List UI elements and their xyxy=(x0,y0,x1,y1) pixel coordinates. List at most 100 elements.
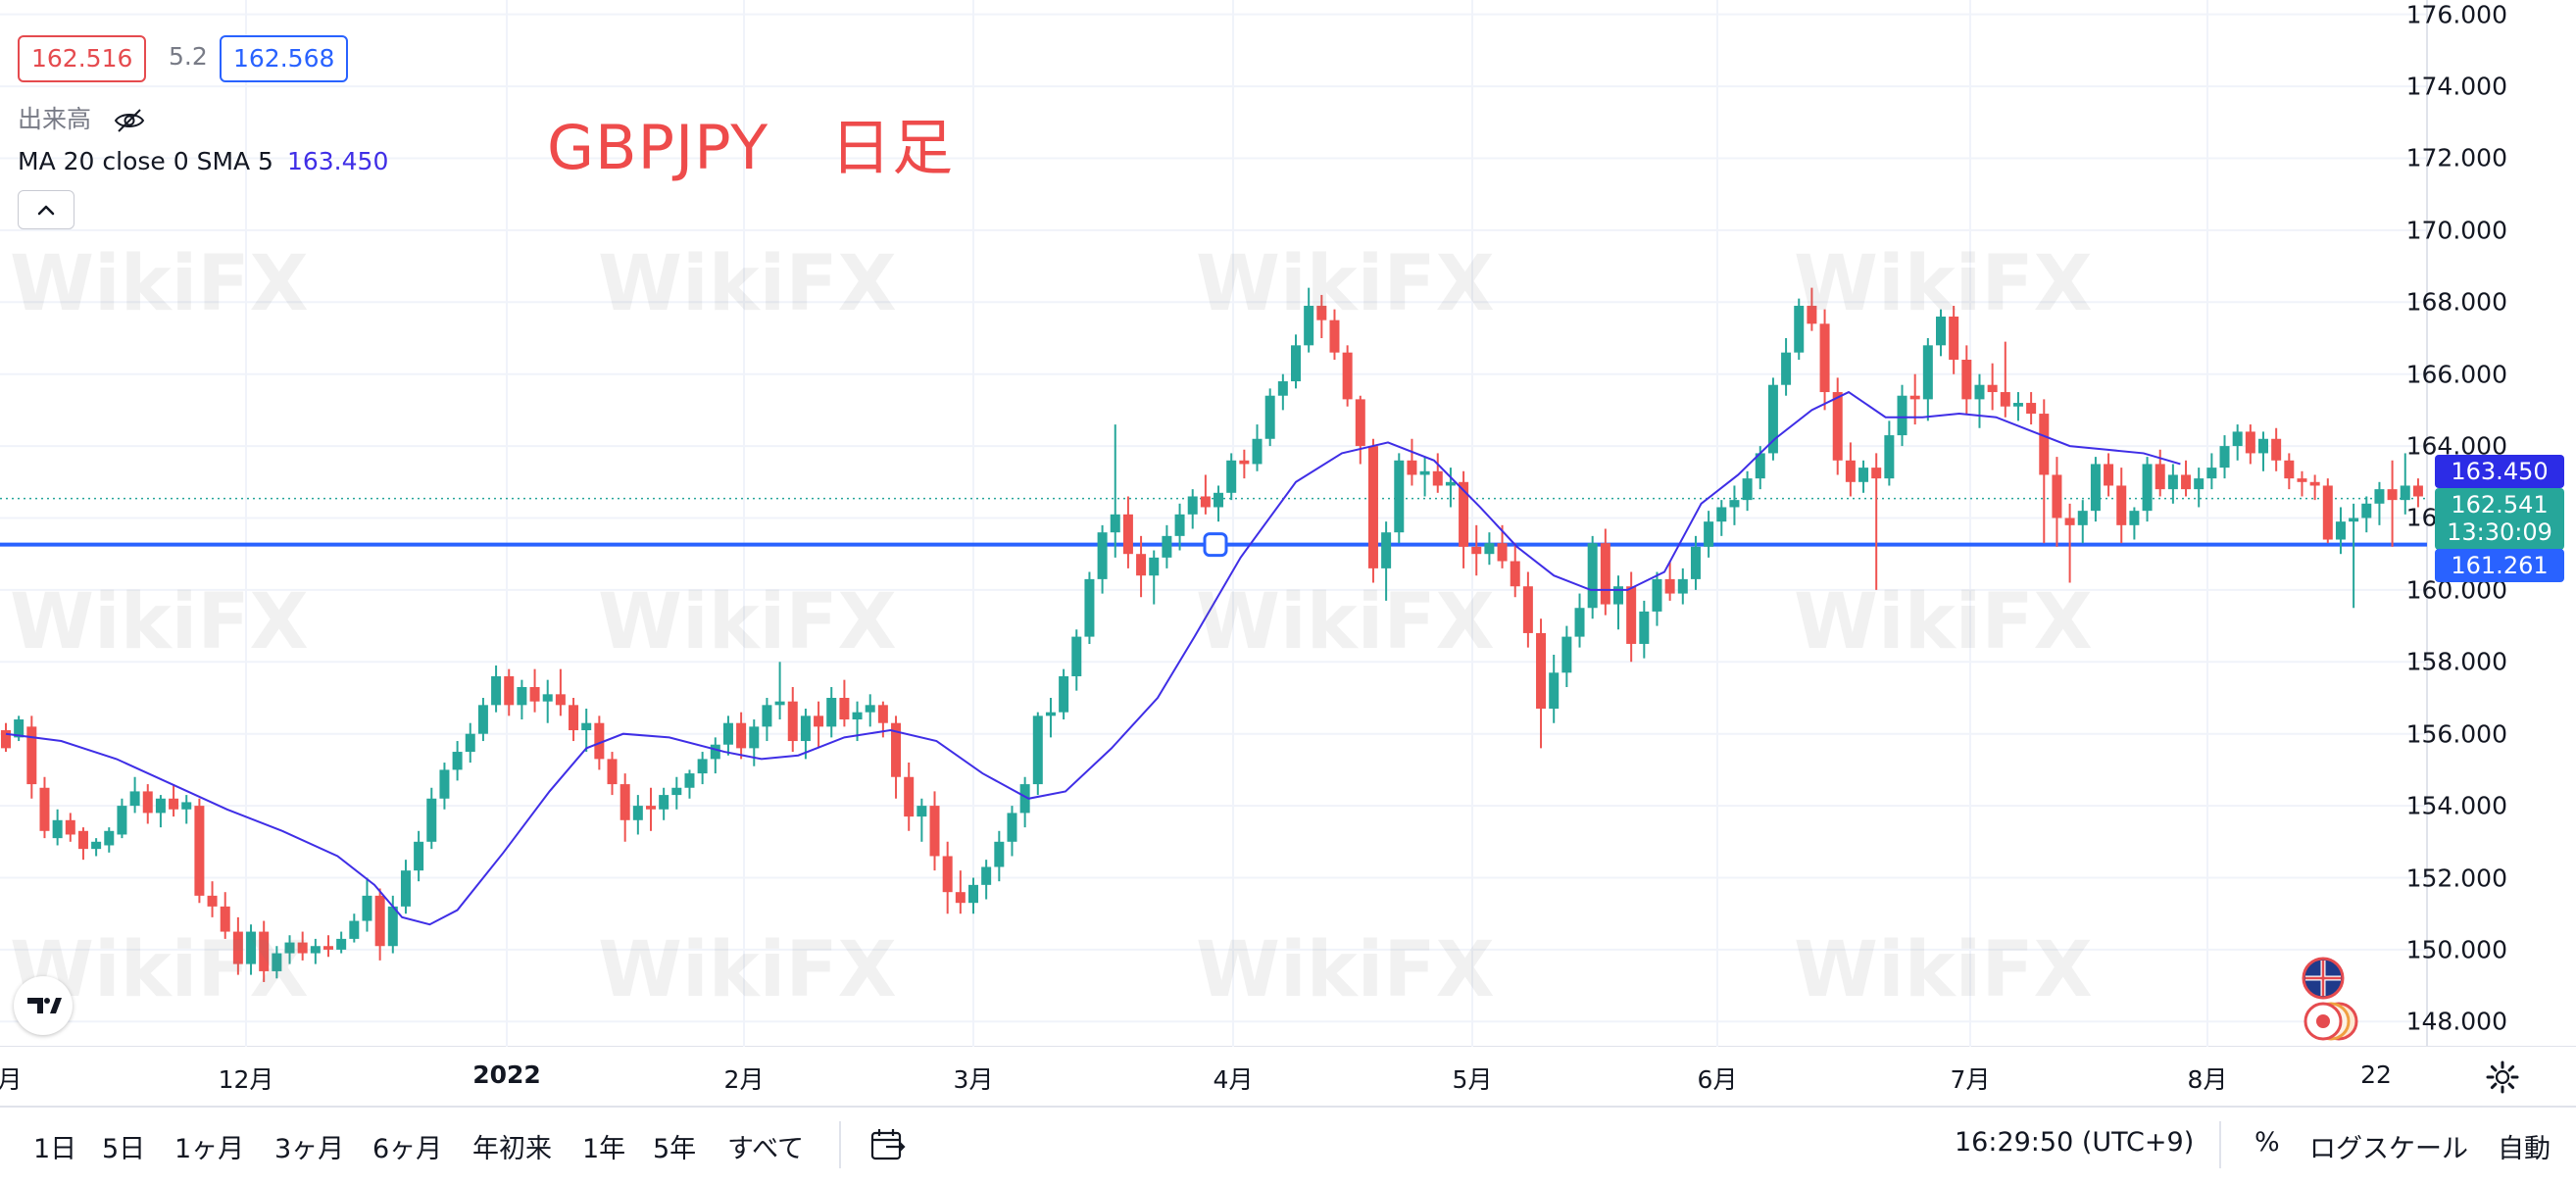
candle-body[interactable] xyxy=(1922,345,1933,400)
timeframe-ytd-button[interactable]: 年初来 xyxy=(472,1134,552,1164)
candle-body[interactable] xyxy=(1600,543,1610,605)
ask-price[interactable]: 162.568 xyxy=(220,35,349,82)
candle-body[interactable] xyxy=(529,686,540,702)
candle-body[interactable] xyxy=(465,733,475,753)
candle-body[interactable] xyxy=(310,946,321,954)
candle-body[interactable] xyxy=(477,705,488,734)
candle-body[interactable] xyxy=(452,752,463,770)
candle-body[interactable] xyxy=(2142,464,2153,512)
candle-body[interactable] xyxy=(2309,481,2320,486)
candle-body[interactable] xyxy=(1974,384,1985,400)
candle-body[interactable] xyxy=(1561,636,1572,673)
candle-body[interactable] xyxy=(826,698,837,727)
candle-body[interactable] xyxy=(865,705,875,713)
candle-body[interactable] xyxy=(814,715,824,727)
volume-legend[interactable]: 出来高 xyxy=(18,100,146,135)
candle-body[interactable] xyxy=(2400,485,2410,501)
candle-body[interactable] xyxy=(955,892,966,904)
candle-body[interactable] xyxy=(1367,446,1378,568)
candle-body[interactable] xyxy=(968,884,978,904)
candle-body[interactable] xyxy=(1587,543,1598,609)
chart-area[interactable] xyxy=(0,0,2576,1047)
timeframe-5y-button[interactable]: 5年 xyxy=(653,1134,697,1164)
candle-body[interactable] xyxy=(259,931,270,971)
candle-body[interactable] xyxy=(736,722,747,749)
candle-body[interactable] xyxy=(800,715,811,742)
candle-body[interactable] xyxy=(1949,316,1959,361)
candle-body[interactable] xyxy=(877,705,888,723)
candle-body[interactable] xyxy=(1936,316,1946,346)
candle-body[interactable] xyxy=(2116,485,2127,525)
candle-body[interactable] xyxy=(1122,514,1133,555)
bid-price[interactable]: 162.516 xyxy=(18,35,147,82)
candle-body[interactable] xyxy=(297,942,308,954)
candle-body[interactable] xyxy=(336,938,347,950)
candle-body[interactable] xyxy=(77,830,88,850)
candle-body[interactable] xyxy=(1381,532,1392,568)
candle-body[interactable] xyxy=(1291,345,1301,382)
candle-body[interactable] xyxy=(2129,511,2140,525)
candle-body[interactable] xyxy=(439,769,450,799)
tradingview-logo[interactable] xyxy=(14,976,73,1035)
candle-body[interactable] xyxy=(671,787,682,796)
log-scale-button[interactable]: ログスケール xyxy=(2309,1134,2468,1164)
candle-body[interactable] xyxy=(891,722,902,777)
candle-body[interactable] xyxy=(569,705,579,731)
candle-body[interactable] xyxy=(194,806,205,896)
timeframe-1m-button[interactable]: 1ヶ月 xyxy=(174,1134,245,1164)
candle-body[interactable] xyxy=(852,712,863,720)
candle-body[interactable] xyxy=(1729,500,1740,508)
candle-body[interactable] xyxy=(2284,460,2295,479)
candle-body[interactable] xyxy=(14,719,25,738)
candle-body[interactable] xyxy=(1214,492,1224,508)
candle-body[interactable] xyxy=(1252,438,1263,465)
candle-body[interactable] xyxy=(659,795,669,810)
candle-body[interactable] xyxy=(2194,478,2204,490)
candle-body[interactable] xyxy=(1394,460,1405,533)
candle-body[interactable] xyxy=(504,675,515,706)
timeframe-1d-button[interactable]: 1日 xyxy=(33,1134,77,1164)
candle-body[interactable] xyxy=(1149,557,1160,576)
candle-body[interactable] xyxy=(981,866,992,885)
candle-body[interactable] xyxy=(697,759,708,774)
candle-body[interactable] xyxy=(426,798,437,842)
candle-body[interactable] xyxy=(1549,672,1560,710)
candle-body[interactable] xyxy=(1536,632,1547,710)
candle-body[interactable] xyxy=(2361,503,2372,518)
candle-body[interactable] xyxy=(1059,675,1069,713)
candle-body[interactable] xyxy=(400,870,411,907)
settings-gear-icon[interactable] xyxy=(2484,1059,2521,1096)
candle-body[interactable] xyxy=(1832,392,1843,461)
candle-body[interactable] xyxy=(594,722,605,760)
candle-body[interactable] xyxy=(1677,578,1688,594)
candle-body[interactable] xyxy=(722,722,733,745)
candle-body[interactable] xyxy=(1961,360,1972,400)
candle-body[interactable] xyxy=(2349,518,2359,522)
candle-body[interactable] xyxy=(26,726,37,785)
candle-body[interactable] xyxy=(1264,395,1275,439)
current-time[interactable]: 16:29:50 (UTC+9) xyxy=(1955,1127,2195,1158)
candle-body[interactable] xyxy=(839,698,850,720)
candle-body[interactable] xyxy=(1510,561,1520,587)
candle-body[interactable] xyxy=(1807,305,1817,324)
candle-body[interactable] xyxy=(710,744,720,760)
candle-body[interactable] xyxy=(1316,305,1327,321)
candle-body[interactable] xyxy=(1071,636,1082,676)
timeframe-1y-button[interactable]: 1年 xyxy=(582,1134,626,1164)
candle-body[interactable] xyxy=(2412,485,2423,497)
candle-body[interactable] xyxy=(104,830,115,846)
candle-body[interactable] xyxy=(632,806,643,820)
candle-body[interactable] xyxy=(2181,474,2192,490)
candle-body[interactable] xyxy=(52,819,63,839)
candle-body[interactable] xyxy=(1626,586,1637,644)
candle-body[interactable] xyxy=(2077,511,2088,525)
candle-body[interactable] xyxy=(232,931,243,964)
candle-body[interactable] xyxy=(1845,460,1856,482)
candle-body[interactable] xyxy=(1639,611,1650,644)
candle-body[interactable] xyxy=(646,806,656,810)
candle-body[interactable] xyxy=(2219,446,2230,469)
candle-body[interactable] xyxy=(1432,470,1443,486)
candle-body[interactable] xyxy=(787,701,798,742)
candle-body[interactable] xyxy=(1987,384,1998,393)
candle-body[interactable] xyxy=(581,722,592,731)
